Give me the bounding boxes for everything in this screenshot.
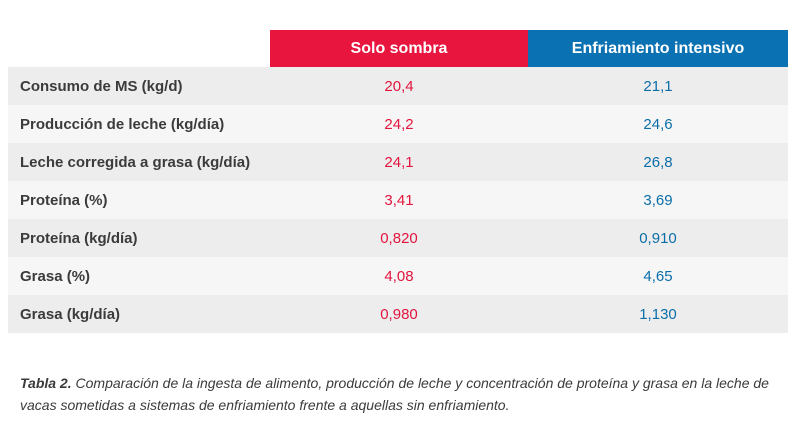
value-enfriamiento: 4,65 — [528, 257, 788, 295]
table-row: Producción de leche (kg/día) 24,2 24,6 — [8, 105, 788, 143]
row-label: Grasa (kg/día) — [8, 295, 270, 333]
comparison-table: Solo sombra Enfriamiento intensivo Consu… — [8, 30, 788, 333]
value-enfriamiento: 21,1 — [528, 67, 788, 105]
value-solo-sombra: 24,1 — [270, 143, 528, 181]
comparison-table-container: Solo sombra Enfriamiento intensivo Consu… — [8, 30, 788, 333]
table-row: Proteína (%) 3,41 3,69 — [8, 181, 788, 219]
value-enfriamiento: 0,910 — [528, 219, 788, 257]
value-enfriamiento: 24,6 — [528, 105, 788, 143]
table-row: Grasa (%) 4,08 4,65 — [8, 257, 788, 295]
row-label: Producción de leche (kg/día) — [8, 105, 270, 143]
table-row: Leche corregida a grasa (kg/día) 24,1 26… — [8, 143, 788, 181]
header-enfriamiento-intensivo: Enfriamiento intensivo — [528, 30, 788, 67]
value-solo-sombra: 24,2 — [270, 105, 528, 143]
row-label: Leche corregida a grasa (kg/día) — [8, 143, 270, 181]
value-enfriamiento: 3,69 — [528, 181, 788, 219]
row-label: Consumo de MS (kg/d) — [8, 67, 270, 105]
table-header-row: Solo sombra Enfriamiento intensivo — [8, 30, 788, 67]
header-blank — [8, 30, 270, 67]
caption-text: Comparación de la ingesta de alimento, p… — [20, 375, 769, 413]
table-row: Proteína (kg/día) 0,820 0,910 — [8, 219, 788, 257]
value-solo-sombra: 0,820 — [270, 219, 528, 257]
value-solo-sombra: 4,08 — [270, 257, 528, 295]
table-caption: Tabla 2. Comparación de la ingesta de al… — [20, 372, 790, 416]
table-row: Grasa (kg/día) 0,980 1,130 — [8, 295, 788, 333]
caption-label: Tabla 2. — [20, 375, 72, 391]
header-solo-sombra: Solo sombra — [270, 30, 528, 67]
value-enfriamiento: 1,130 — [528, 295, 788, 333]
row-label: Proteína (kg/día) — [8, 219, 270, 257]
value-solo-sombra: 20,4 — [270, 67, 528, 105]
row-label: Grasa (%) — [8, 257, 270, 295]
value-solo-sombra: 3,41 — [270, 181, 528, 219]
value-enfriamiento: 26,8 — [528, 143, 788, 181]
table-row: Consumo de MS (kg/d) 20,4 21,1 — [8, 67, 788, 105]
value-solo-sombra: 0,980 — [270, 295, 528, 333]
row-label: Proteína (%) — [8, 181, 270, 219]
